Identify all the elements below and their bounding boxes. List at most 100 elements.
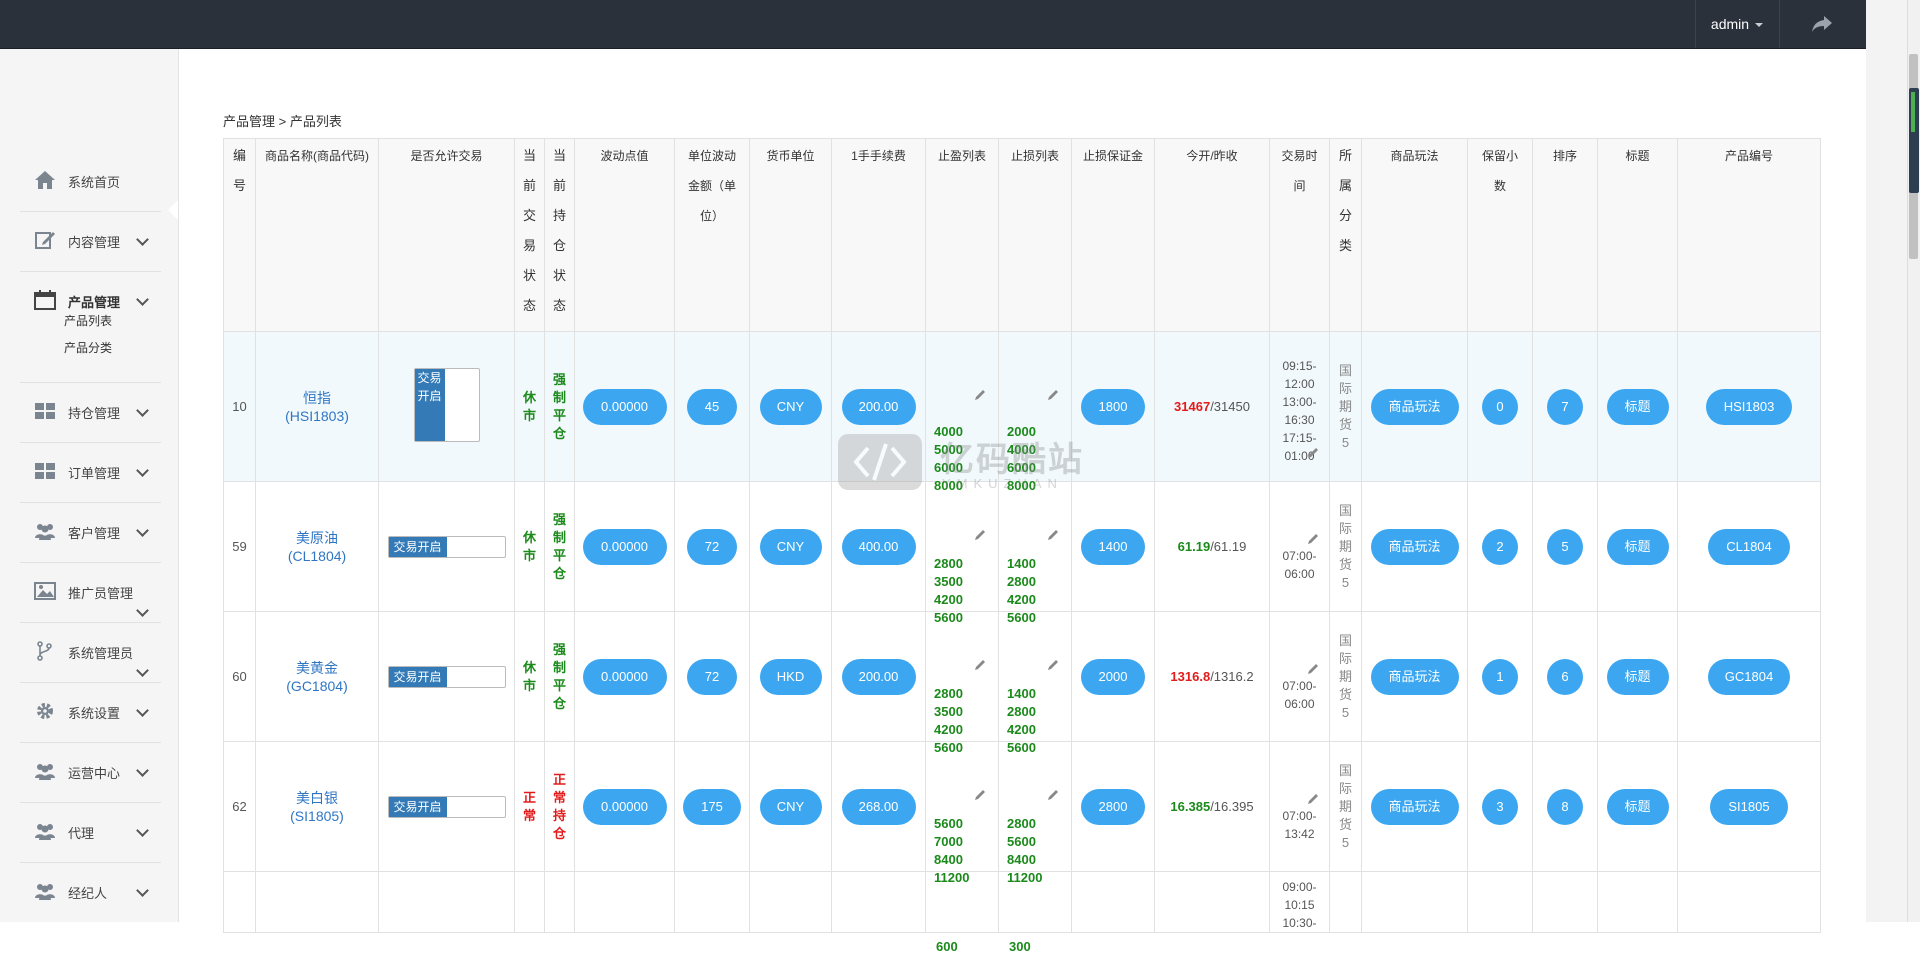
sort-button[interactable]: 7 <box>1547 388 1583 425</box>
chevron-down-icon <box>136 293 149 306</box>
cell-time: 07:00- 13:42 <box>1269 741 1330 872</box>
watermark-sub: YMKUZHAN <box>942 476 1063 491</box>
pencil-icon[interactable] <box>1047 529 1059 541</box>
point-value-button[interactable]: 0.00000 <box>582 528 667 565</box>
sidebar-item-label: 经纪人 <box>68 886 108 901</box>
pencil-icon[interactable] <box>974 529 986 541</box>
decimals-button[interactable]: 2 <box>1482 528 1518 565</box>
sidebar-subitem-product-category[interactable]: 产品分类 <box>64 341 113 355</box>
currency-button[interactable]: CNY <box>759 388 822 425</box>
fee-button[interactable]: 200.00 <box>841 388 916 425</box>
cell-time: 07:00- 06:00 <box>1269 481 1330 612</box>
product-no-button[interactable]: GC1804 <box>1708 658 1790 695</box>
trade-toggle[interactable]: 交易开启 <box>413 368 480 442</box>
decimals-button[interactable]: 1 <box>1482 658 1518 695</box>
users-icon <box>35 764 55 780</box>
cell-take-profit: 4000 5000 6000 8000 <box>925 331 999 493</box>
chevron-down-icon <box>136 233 149 246</box>
currency-button[interactable]: HKD <box>759 658 822 695</box>
sidebar-subitem-product-list[interactable]: 产品列表 <box>64 314 113 328</box>
col-header-product-no: 产品编号 <box>1677 138 1821 332</box>
trade-toggle[interactable]: 交易开启 <box>387 795 506 818</box>
trade-toggle[interactable]: 交易开启 <box>387 665 506 688</box>
pencil-icon[interactable] <box>974 389 986 401</box>
currency-button[interactable]: CNY <box>759 528 822 565</box>
cell-id: 59 <box>223 481 256 612</box>
pencil-icon[interactable] <box>974 659 986 671</box>
point-value-button[interactable]: 0.00000 <box>582 388 667 425</box>
watermark-title: 亿码酷站 <box>940 441 1084 479</box>
sidebar-item-promoters[interactable]: 推广员管理 <box>20 562 161 623</box>
sort-button[interactable]: 5 <box>1547 528 1583 565</box>
fee-button[interactable]: 268.00 <box>841 788 916 825</box>
title-button[interactable]: 标题 <box>1606 388 1669 425</box>
cell-open-close: 16.385/16.395 <box>1154 741 1270 872</box>
logout-button[interactable] <box>1779 0 1866 48</box>
sidebar-item-settings[interactable]: 系统设置 <box>20 682 161 743</box>
sidebar-item-positions[interactable]: 持仓管理 <box>20 382 161 443</box>
currency-button[interactable]: CNY <box>759 788 822 825</box>
sort-button[interactable]: 8 <box>1547 788 1583 825</box>
point-value-button[interactable]: 0.00000 <box>582 658 667 695</box>
play-button[interactable]: 商品玩法 <box>1370 388 1459 425</box>
fee-button[interactable]: 400.00 <box>841 528 916 565</box>
play-button[interactable]: 商品玩法 <box>1370 788 1459 825</box>
sidebar-item-agents[interactable]: 代理 <box>20 802 161 863</box>
sidebar-item-brokers[interactable]: 经纪人 <box>20 862 161 922</box>
unit-button[interactable]: 72 <box>687 528 737 565</box>
cell-trade-status: 休市 <box>514 611 545 742</box>
col-header-id: 编号 <box>223 138 256 332</box>
play-button[interactable]: 商品玩法 <box>1370 528 1459 565</box>
sidebar-item-home[interactable]: 系统首页 <box>20 151 161 212</box>
sidebar-item-admins[interactable]: 系统管理员 <box>20 622 161 683</box>
cell-name[interactable]: 美黄金 (GC1804) <box>255 611 379 742</box>
chevron-down-icon <box>136 884 149 897</box>
margin-button[interactable]: 1800 <box>1081 388 1145 425</box>
sort-button[interactable]: 6 <box>1547 658 1583 695</box>
fee-button[interactable]: 200.00 <box>841 658 916 695</box>
decimals-button[interactable]: 3 <box>1482 788 1518 825</box>
sidebar-item-customers[interactable]: 客户管理 <box>20 502 161 563</box>
sidebar-item-operations[interactable]: 运营中心 <box>20 742 161 803</box>
sidebar-item-products[interactable]: 产品管理 <box>20 271 161 383</box>
pencil-icon[interactable] <box>1047 659 1059 671</box>
margin-button[interactable]: 1400 <box>1081 528 1145 565</box>
sidebar-item-content[interactable]: 内容管理 <box>20 211 161 272</box>
title-button[interactable]: 标题 <box>1606 788 1669 825</box>
cell-margin: 2800 <box>1071 741 1155 872</box>
margin-button[interactable]: 2800 <box>1081 788 1145 825</box>
decimals-button[interactable]: 0 <box>1482 388 1518 425</box>
point-value-button[interactable]: 0.00000 <box>582 788 667 825</box>
cell-name[interactable]: 美原油 (CL1804) <box>255 481 379 612</box>
col-header-category: 所属分类 <box>1329 138 1362 332</box>
unit-button[interactable]: 45 <box>687 388 737 425</box>
cell-category: 国际期货5 <box>1329 611 1362 742</box>
chevron-down-icon <box>136 524 149 537</box>
product-no-button[interactable]: HSI1803 <box>1706 388 1792 425</box>
cell-take-profit: 2800 3500 4200 5600 <box>925 481 999 625</box>
cell-name[interactable]: 美白银 (SI1805) <box>255 741 379 872</box>
cell-name[interactable]: 恒指 (HSI1803) <box>255 331 379 482</box>
margin-button[interactable]: 2000 <box>1081 658 1145 695</box>
user-menu[interactable]: admin <box>1695 0 1778 48</box>
cell-sort: 6 <box>1532 611 1598 742</box>
pencil-icon[interactable] <box>1307 447 1319 459</box>
title-button[interactable]: 标题 <box>1606 658 1669 695</box>
trade-toggle[interactable]: 交易开启 <box>387 535 506 558</box>
pencil-icon[interactable] <box>1307 533 1319 545</box>
pencil-icon[interactable] <box>1047 789 1059 801</box>
title-button[interactable]: 标题 <box>1606 528 1669 565</box>
pencil-icon[interactable] <box>1307 663 1319 675</box>
product-no-button[interactable]: CL1804 <box>1708 528 1790 565</box>
product-no-button[interactable]: SI1805 <box>1710 788 1788 825</box>
pencil-icon[interactable] <box>1047 389 1059 401</box>
unit-button[interactable]: 72 <box>687 658 737 695</box>
cell-unit: 45 <box>674 331 750 482</box>
unit-button[interactable]: 175 <box>683 788 741 825</box>
sidebar-item-orders[interactable]: 订单管理 <box>20 442 161 503</box>
pencil-icon[interactable] <box>1307 793 1319 805</box>
play-button[interactable]: 商品玩法 <box>1370 658 1459 695</box>
pencil-icon[interactable] <box>974 789 986 801</box>
cell-fee: 200.00 <box>831 331 926 482</box>
cell-decimals: 2 <box>1467 481 1533 612</box>
